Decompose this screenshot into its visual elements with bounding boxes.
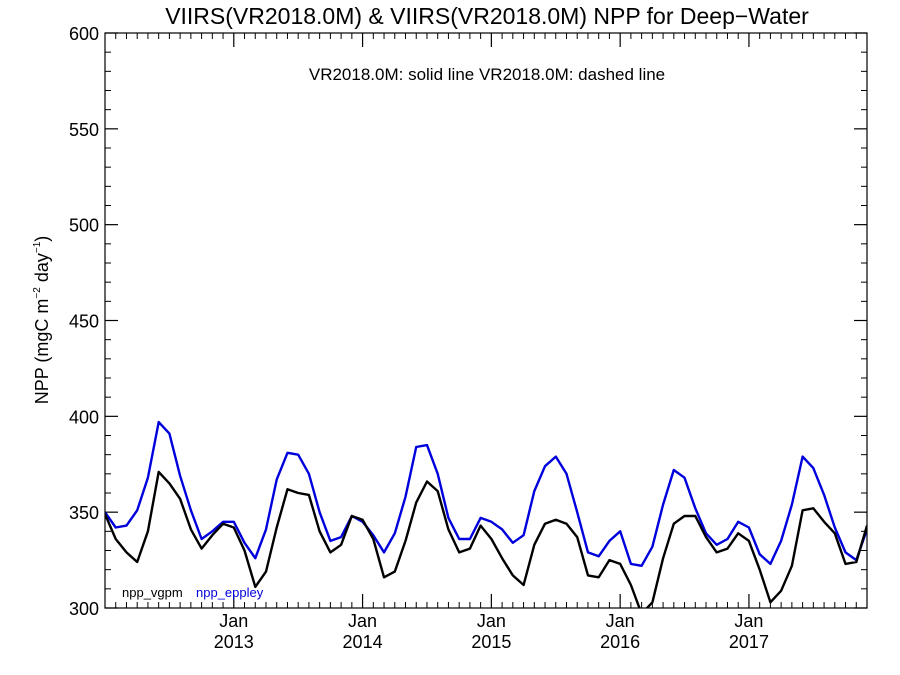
x-tick-year-label: 2015 <box>471 632 511 652</box>
y-tick-label: 550 <box>69 120 99 140</box>
legend-label-npp-vgpm: npp_vgpm <box>122 585 183 600</box>
y-tick-label: 300 <box>69 599 99 619</box>
x-tick-month-label: Jan <box>477 611 506 631</box>
y-axis-ticks: 300 350 400 450 500 550 600 <box>69 24 867 619</box>
series-line-npp-eppley <box>105 420 867 567</box>
y-tick-label: 600 <box>69 24 99 44</box>
x-tick-month-label: Jan <box>606 611 635 631</box>
x-tick-year-label: 2013 <box>214 632 254 652</box>
legend-label-npp-eppley: npp_eppley <box>196 585 264 600</box>
plot-frame <box>104 32 868 609</box>
x-tick-year-label: 2016 <box>600 632 640 652</box>
x-tick-month-label: Jan <box>348 611 377 631</box>
y-tick-label: 450 <box>69 312 99 332</box>
y-axis-label: NPP (mgC m−2 day−1) <box>32 236 52 405</box>
chart-title: VIIRS(VR2018.0M) & VIIRS(VR2018.0M) NPP … <box>165 3 809 29</box>
series-layer <box>105 420 867 608</box>
x-tick-month-label: Jan <box>734 611 763 631</box>
chart-subtitle: VR2018.0M: solid line VR2018.0M: dashed … <box>309 65 665 84</box>
y-tick-label: 350 <box>69 503 99 523</box>
y-tick-label: 400 <box>69 407 99 427</box>
x-tick-year-label: 2017 <box>729 632 769 652</box>
y-tick-label: 500 <box>69 216 99 236</box>
series-line-npp-vgpm <box>105 470 867 608</box>
x-tick-year-label: 2014 <box>343 632 383 652</box>
x-tick-month-label: Jan <box>219 611 248 631</box>
